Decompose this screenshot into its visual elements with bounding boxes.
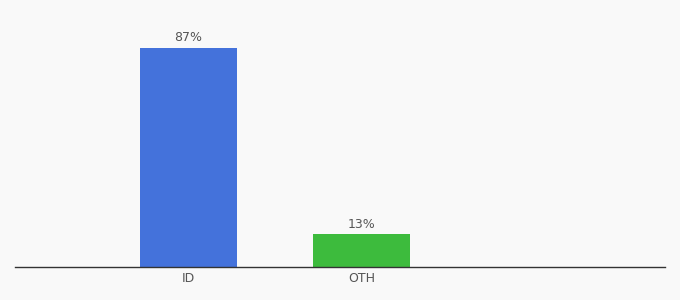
Bar: [139, 48, 237, 267]
Bar: [313, 234, 411, 267]
Text: 87%: 87%: [174, 31, 203, 44]
Text: 13%: 13%: [347, 218, 375, 231]
